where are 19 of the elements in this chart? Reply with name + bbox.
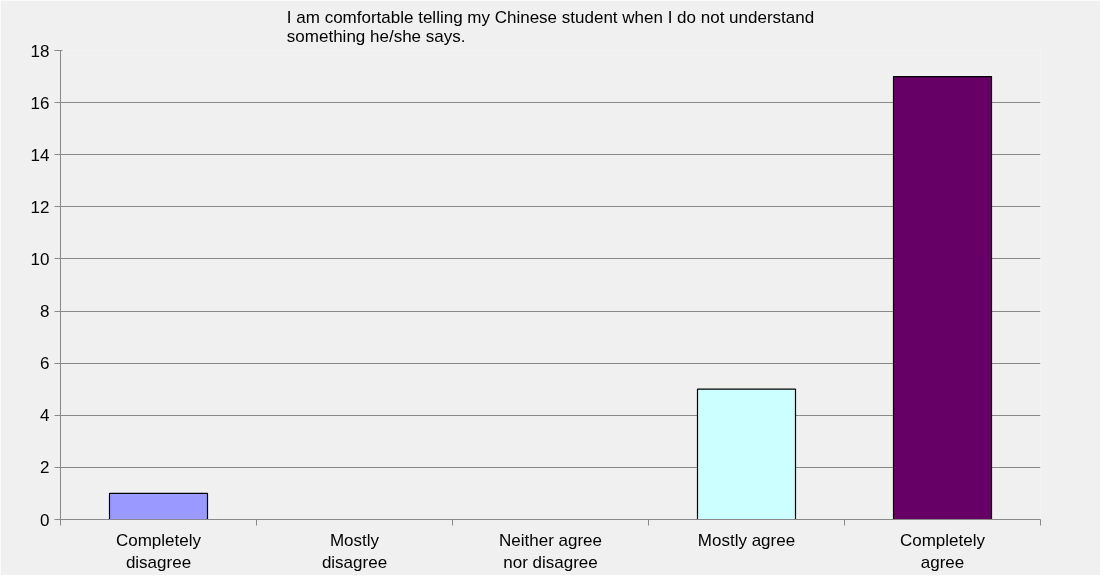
x-tick-label: Mostly agree xyxy=(697,530,796,550)
y-tick-label: 4 xyxy=(40,406,50,426)
x-tick-label: Completely disagree xyxy=(115,530,202,573)
y-tick-label: 16 xyxy=(30,93,50,113)
y-tick-label: 14 xyxy=(30,145,50,165)
x-tick-label: Mostly disagree xyxy=(321,530,388,573)
chart-title: I am comfortable telling my Chinese student when I do not understand something he/she says. xyxy=(286,7,815,46)
y-tick-label: 18 xyxy=(30,41,50,61)
bar xyxy=(892,75,993,520)
y-tick-label: 8 xyxy=(40,302,50,322)
x-tick-label: Completely agree xyxy=(899,530,986,573)
y-tick-label: 12 xyxy=(30,197,50,217)
bar xyxy=(696,388,797,520)
bar xyxy=(108,492,209,520)
y-tick-label: 6 xyxy=(40,354,50,374)
x-tick-label: Neither agree nor disagree xyxy=(499,530,603,573)
y-tick-label: 0 xyxy=(40,510,50,530)
y-tick-label: 10 xyxy=(30,249,50,269)
y-tick-label: 2 xyxy=(40,458,50,478)
